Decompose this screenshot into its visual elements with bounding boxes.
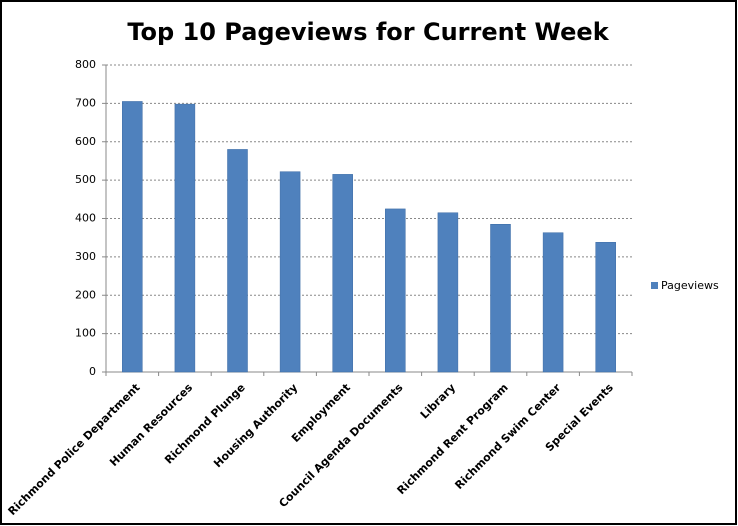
bar <box>490 224 511 373</box>
bar <box>542 232 564 373</box>
bar <box>437 212 459 373</box>
y-tick-label: 300 <box>75 250 96 263</box>
bar <box>279 171 301 373</box>
y-tick-label: 400 <box>75 212 96 225</box>
bar <box>227 149 248 373</box>
y-tick-label: 0 <box>89 365 96 378</box>
legend-label: Pageviews <box>661 279 719 292</box>
y-tick-label: 800 <box>75 58 96 71</box>
bar <box>595 242 616 373</box>
y-tick-label: 700 <box>75 96 96 109</box>
bar <box>385 208 406 373</box>
chart-title: Top 10 Pageviews for Current Week <box>127 18 609 46</box>
bar <box>332 174 353 373</box>
bar <box>174 103 196 373</box>
bar <box>122 101 143 373</box>
y-tick-label: 600 <box>75 135 96 148</box>
legend-swatch <box>651 282 658 289</box>
y-tick-label: 500 <box>75 173 96 186</box>
y-tick-label: 200 <box>75 288 96 301</box>
y-tick-label: 100 <box>75 327 96 340</box>
